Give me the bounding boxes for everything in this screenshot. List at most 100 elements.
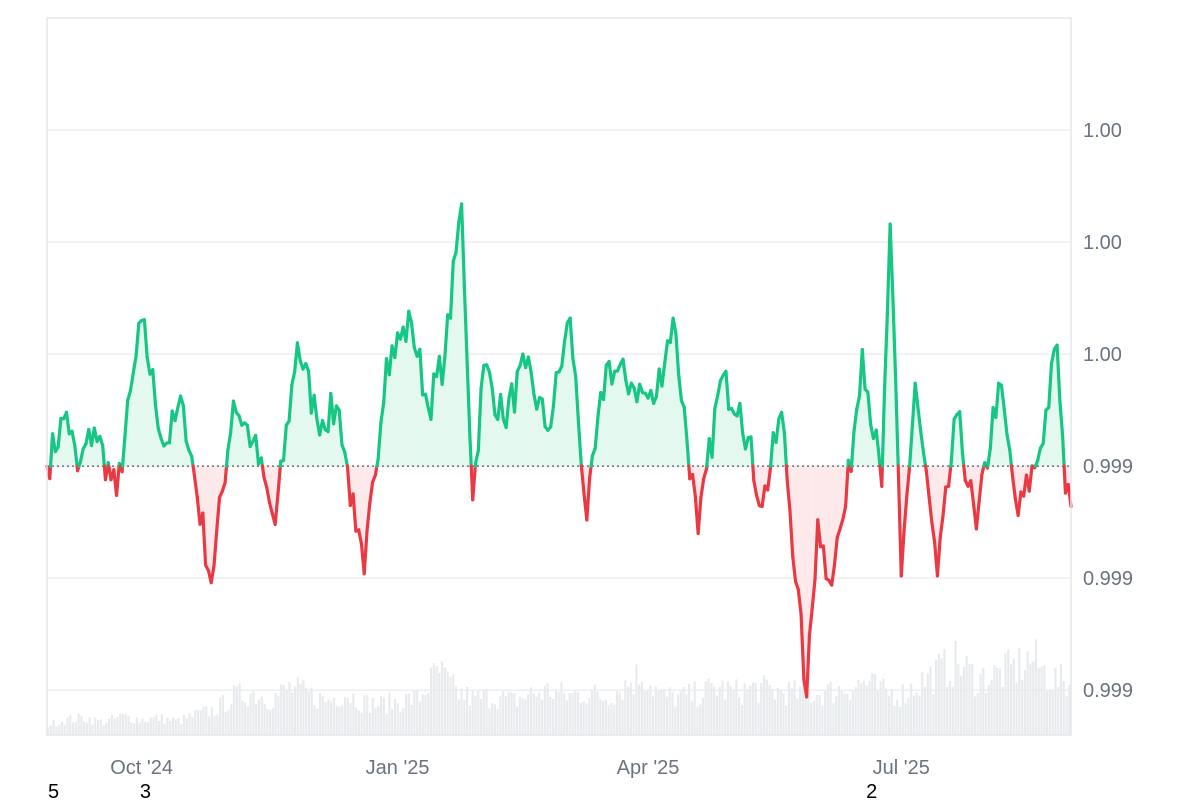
volume-bar [358, 710, 360, 735]
area-fill-up [300, 361, 303, 467]
volume-bar [971, 664, 973, 735]
volume-bar [86, 723, 88, 735]
volume-bar [946, 687, 948, 735]
volume-bar [838, 686, 840, 735]
x-tick-label: Apr '25 [617, 757, 680, 779]
volume-bar [744, 683, 746, 735]
volume-bar [766, 680, 768, 735]
volume-bar [685, 694, 687, 735]
volume-bar [216, 715, 218, 735]
volume-bar [130, 722, 132, 735]
line-segment-down [964, 466, 965, 480]
volume-bar [275, 693, 277, 735]
volume-bar [491, 703, 493, 735]
volume-bar [910, 683, 912, 735]
volume-bar [927, 673, 929, 735]
volume-bar [205, 706, 207, 735]
volume-bar [710, 683, 712, 735]
volume-bar [363, 696, 365, 735]
volume-bar [316, 708, 318, 735]
volume-bar [333, 698, 335, 735]
volume-bar [472, 690, 474, 735]
volume-bar [247, 707, 249, 735]
volume-bar [774, 699, 776, 735]
volume-bar [821, 706, 823, 735]
volume-bar [272, 708, 274, 735]
volume-bar [83, 722, 85, 735]
volume-bar [949, 681, 951, 735]
x-tick-label: Jul '25 [873, 757, 930, 779]
volume-bar [69, 715, 71, 735]
volume-bar [305, 688, 307, 735]
volume-bar [1013, 659, 1015, 735]
volume-bar [891, 690, 893, 735]
volume-bar [583, 701, 585, 735]
volume-bar [760, 683, 762, 735]
volume-bar [966, 656, 968, 735]
volume-bar [1032, 661, 1034, 735]
volume-bar [896, 700, 898, 735]
volume-bar [80, 716, 82, 735]
area-fill-up [398, 333, 401, 466]
volume-bar [558, 692, 560, 735]
volume-bar [566, 700, 568, 735]
volume-bar [1054, 668, 1056, 735]
volume-bar [166, 717, 168, 735]
volume-bar [799, 687, 801, 735]
volume-bar [716, 696, 718, 735]
volume-bar [141, 719, 143, 735]
area-fill-up [526, 357, 529, 466]
volume-bar [172, 718, 174, 735]
volume-bar [369, 713, 371, 735]
volume-bar [1015, 682, 1017, 735]
volume-bar [266, 709, 268, 735]
volume-bar [125, 714, 127, 735]
volume-bar [91, 725, 93, 735]
volume-bar [191, 717, 193, 735]
volume-bar [452, 674, 454, 735]
area-fill-up [640, 384, 643, 466]
volume-bar [541, 699, 543, 735]
volume-bar [388, 693, 390, 735]
volume-bar [233, 685, 235, 735]
volume-bar [114, 718, 116, 735]
volume-bar [871, 673, 873, 735]
volume-bar [835, 696, 837, 735]
volume-bar [297, 677, 299, 735]
volume-bar [1038, 668, 1040, 735]
volume-bar [757, 703, 759, 735]
volume-bar [402, 708, 404, 735]
volume-bar [277, 696, 279, 735]
volume-bar [505, 696, 507, 735]
volume-bar [988, 685, 990, 735]
volume-bar [78, 714, 80, 735]
volume-bar [527, 694, 529, 735]
volume-bar [702, 698, 704, 735]
volume-bar [225, 712, 227, 735]
volume-bar [888, 696, 890, 735]
volume-bar [405, 694, 407, 735]
volume-bar [485, 689, 487, 735]
line-segment-up [1010, 450, 1012, 466]
volume-bar [252, 691, 254, 735]
volume-bar [863, 681, 865, 735]
volume-bar [1010, 665, 1012, 735]
area-fill-up [520, 354, 523, 466]
volume-bar [538, 693, 540, 735]
volume-bar [791, 688, 793, 735]
volume-bar [219, 697, 221, 735]
volume-bar [746, 689, 748, 735]
volume-bar [552, 699, 554, 735]
volume-bar [261, 696, 263, 735]
volume-bar [480, 699, 482, 735]
volume-bar [635, 665, 637, 735]
area-fill-up [648, 390, 651, 466]
volume-bar [194, 710, 196, 735]
volume-bar [849, 700, 851, 735]
volume-bar [177, 718, 179, 735]
volume-bar [991, 680, 993, 735]
volume-bar [793, 679, 795, 735]
area-fill-up [548, 427, 551, 466]
line-segment-up [470, 438, 471, 467]
